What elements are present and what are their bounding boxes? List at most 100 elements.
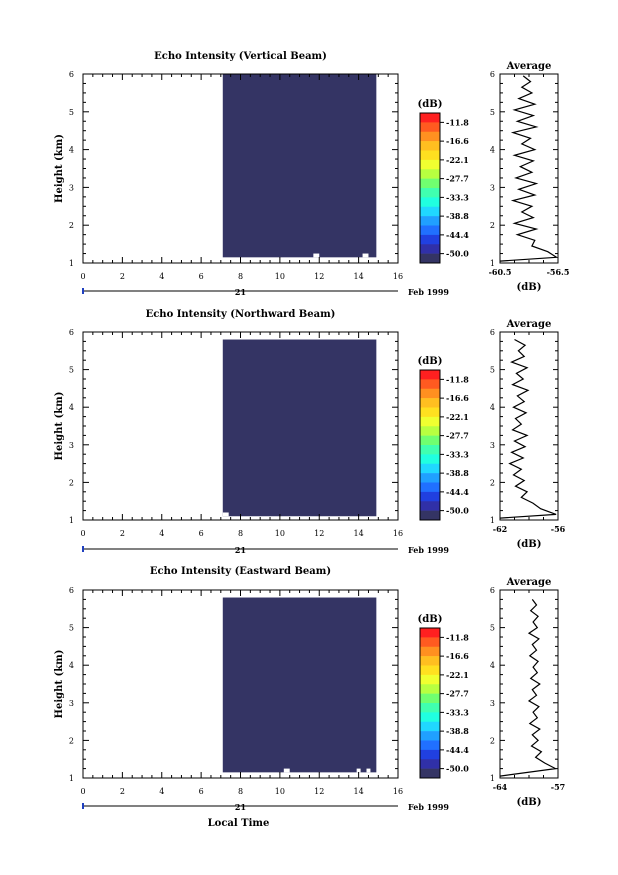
colorbar-tick-label: -22.1: [446, 412, 469, 422]
colorbar-cell: [420, 253, 440, 264]
colorbar-tick-label: -11.8: [446, 632, 469, 642]
colorbar-cell: [420, 169, 440, 179]
x-tick-label: 14: [354, 529, 364, 538]
x-tick-label: 16: [393, 787, 403, 796]
profile-line: [499, 75, 559, 262]
date-month-label: Feb 1999: [408, 287, 449, 297]
colorbar-cell: [420, 656, 440, 666]
colorbar-tick-label: -38.8: [446, 468, 469, 478]
x-tick-label: 14: [354, 272, 364, 281]
y-tick-label: 6: [69, 70, 74, 79]
data-gap: [283, 768, 290, 773]
colorbar-cell: [420, 693, 440, 704]
colorbar-tick-label: -44.4: [446, 745, 469, 755]
profile-frame: [499, 589, 559, 779]
profile-y-tick-label: 4: [490, 661, 495, 670]
profile-y-tick-label: 1: [490, 516, 495, 525]
profile-y-tick-label: 1: [490, 774, 495, 783]
x-tick-label: 6: [199, 787, 204, 796]
colorbar-cell: [420, 628, 440, 638]
colorbar-cell: [420, 370, 440, 380]
data-gap: [366, 768, 371, 773]
x-tick-label: 4: [159, 272, 164, 281]
profile-y-tick-label: 2: [490, 478, 495, 487]
colorbar-tick-label: -27.7: [446, 689, 469, 699]
colorbar-cell: [420, 131, 440, 142]
colorbar-cell: [420, 150, 440, 161]
profile-x-tick-label: -57: [551, 782, 565, 792]
y-tick-label: 5: [69, 108, 74, 117]
heatmap-cells: [222, 339, 377, 517]
profile-title: Average: [506, 577, 552, 588]
profile-x-tick-label: -60.5: [489, 267, 512, 277]
colorbar-cell: [420, 225, 440, 236]
colorbar-tick-label: -27.7: [446, 431, 469, 441]
profile-y-tick-label: 3: [490, 699, 495, 708]
colorbar-cell: [420, 510, 440, 521]
profile-y-tick-label: 1: [490, 259, 495, 268]
colorbar-cell: [420, 445, 440, 455]
y-tick-label: 2: [69, 478, 74, 487]
colorbar-cell: [420, 749, 440, 760]
x-tick-label: 12: [314, 787, 324, 796]
y-tick-label: 4: [69, 146, 74, 155]
profile-y-tick-label: 2: [490, 221, 495, 230]
y-tick-label: 4: [69, 661, 74, 670]
y-axis-label: Height (km): [54, 392, 65, 461]
data-gap: [362, 253, 369, 258]
colorbar-tick-label: -50.0: [446, 506, 469, 516]
colorbar-cell: [420, 197, 440, 208]
colorbar-cell: [420, 216, 440, 226]
colorbar-cell: [420, 113, 440, 123]
y-tick-label: 1: [69, 516, 74, 525]
colorbar-cell: [420, 684, 440, 694]
profile-y-tick-label: 4: [490, 403, 495, 412]
date-day-label: 21: [235, 287, 246, 297]
heatmap-cells: [222, 74, 377, 258]
colorbar-cell: [420, 501, 440, 511]
y-tick-label: 5: [69, 366, 74, 375]
colorbar-tick-label: -50.0: [446, 764, 469, 774]
y-tick-label: 3: [69, 183, 74, 192]
data-gap: [356, 768, 361, 773]
y-tick-label: 5: [69, 624, 74, 633]
x-tick-label: 4: [159, 529, 164, 538]
colorbar-frame: [419, 369, 441, 521]
plot-title: Echo Intensity (Eastward Beam): [150, 566, 331, 577]
profile-y-tick-label: 5: [490, 108, 495, 117]
y-tick-label: 3: [69, 441, 74, 450]
x-tick-label: 16: [393, 529, 403, 538]
profile-x-axis-label: (dB): [517, 539, 542, 550]
colorbar-cell: [420, 463, 440, 474]
colorbar-frame: [419, 627, 441, 779]
profile-y-tick-label: 6: [490, 586, 495, 595]
profile-line: [499, 599, 558, 777]
colorbar-tick-label: -16.6: [446, 651, 469, 661]
y-tick-label: 4: [69, 403, 74, 412]
colorbar-tick-label: -38.8: [446, 726, 469, 736]
x-tick-label: 10: [275, 529, 285, 538]
profile-x-tick-label: -62: [493, 524, 507, 534]
colorbar-cell: [420, 674, 440, 685]
y-tick-label: 2: [69, 221, 74, 230]
colorbar-tick-label: -22.1: [446, 155, 469, 165]
colorbar-frame: [419, 112, 441, 264]
x-tick-label: 6: [199, 529, 204, 538]
colorbar-tick-label: -16.6: [446, 393, 469, 403]
colorbar-tick-label: -44.4: [446, 487, 469, 497]
colorbar-cell: [420, 122, 440, 133]
colorbar-cell: [420, 244, 440, 254]
x-tick-label: 8: [238, 272, 243, 281]
colorbar-tick-label: -44.4: [446, 230, 469, 240]
colorbar-tick-label: -11.8: [446, 117, 469, 127]
colorbar-cell: [420, 454, 440, 465]
profile-title: Average: [506, 61, 552, 72]
date-day-label: 21: [235, 545, 246, 555]
profile-x-tick-label: -64: [493, 782, 508, 792]
data-gap: [313, 253, 320, 258]
x-tick-label: 0: [80, 787, 85, 796]
x-tick-label: 2: [120, 272, 125, 281]
profile-y-tick-label: 6: [490, 328, 495, 337]
x-tick-label: 2: [120, 529, 125, 538]
colorbar-cell: [420, 473, 440, 483]
